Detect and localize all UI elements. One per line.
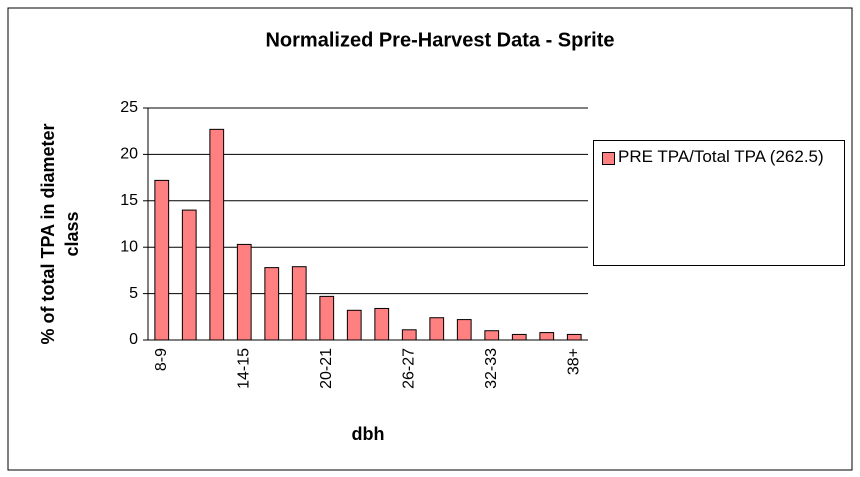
x-tick-label: 20-21 bbox=[318, 348, 335, 389]
legend-swatch bbox=[602, 152, 615, 165]
y-tick-label: 5 bbox=[129, 285, 138, 302]
x-tick-label: 8-9 bbox=[153, 348, 170, 371]
legend: PRE TPA/Total TPA (262.5) bbox=[593, 140, 845, 266]
bar bbox=[181, 209, 197, 341]
bar bbox=[236, 243, 252, 341]
bar bbox=[319, 295, 335, 341]
x-tick-label: 32-33 bbox=[483, 348, 500, 389]
bar bbox=[484, 330, 500, 341]
x-tick-label: 14-15 bbox=[235, 348, 252, 389]
chart-title: Normalized Pre-Harvest Data - Sprite bbox=[265, 29, 614, 51]
y-tick-label: 25 bbox=[120, 99, 138, 116]
legend-label: PRE TPA/Total TPA (262.5) bbox=[618, 147, 824, 166]
y-tick-label: 10 bbox=[120, 238, 138, 255]
bar bbox=[209, 128, 225, 341]
y-tick-label: 0 bbox=[129, 331, 138, 348]
bar bbox=[429, 317, 445, 341]
bar bbox=[264, 267, 280, 341]
y-tick-label: 15 bbox=[120, 192, 138, 209]
y-axis-label: % of total TPA in diameter class bbox=[38, 123, 82, 345]
bar bbox=[456, 319, 472, 341]
bar bbox=[539, 332, 555, 341]
x-tick-label: 38+ bbox=[565, 348, 582, 375]
bar bbox=[374, 307, 390, 341]
bar bbox=[511, 333, 527, 341]
x-axis-label: dbh bbox=[352, 424, 385, 444]
bar bbox=[154, 179, 170, 341]
bar bbox=[346, 309, 362, 341]
bar bbox=[566, 333, 582, 341]
bar bbox=[291, 266, 307, 341]
y-tick-label: 20 bbox=[120, 146, 138, 163]
bar bbox=[401, 329, 417, 341]
x-tick-label: 26-27 bbox=[400, 348, 417, 389]
